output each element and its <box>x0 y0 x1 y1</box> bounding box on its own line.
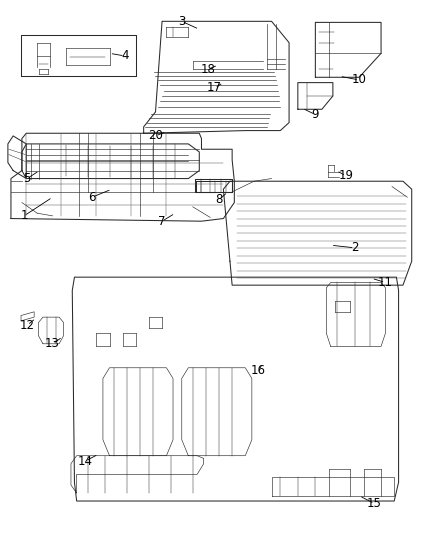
Text: 13: 13 <box>45 337 60 350</box>
Text: 1: 1 <box>20 209 28 222</box>
Text: 3: 3 <box>178 15 185 28</box>
Text: 20: 20 <box>148 130 163 142</box>
Text: 14: 14 <box>78 455 93 467</box>
Text: 10: 10 <box>352 74 367 86</box>
Text: 9: 9 <box>311 108 319 121</box>
Text: 6: 6 <box>88 191 96 204</box>
Text: 18: 18 <box>201 63 215 76</box>
Text: 5: 5 <box>24 172 31 185</box>
Text: 4: 4 <box>121 50 129 62</box>
Text: 15: 15 <box>367 497 382 510</box>
Text: 16: 16 <box>251 364 266 377</box>
Text: 12: 12 <box>20 319 35 332</box>
Text: 8: 8 <box>215 193 223 206</box>
Text: 11: 11 <box>378 276 393 289</box>
Text: 2: 2 <box>351 241 359 254</box>
Text: 19: 19 <box>339 169 353 182</box>
Text: 7: 7 <box>158 215 166 228</box>
Text: 17: 17 <box>207 82 222 94</box>
